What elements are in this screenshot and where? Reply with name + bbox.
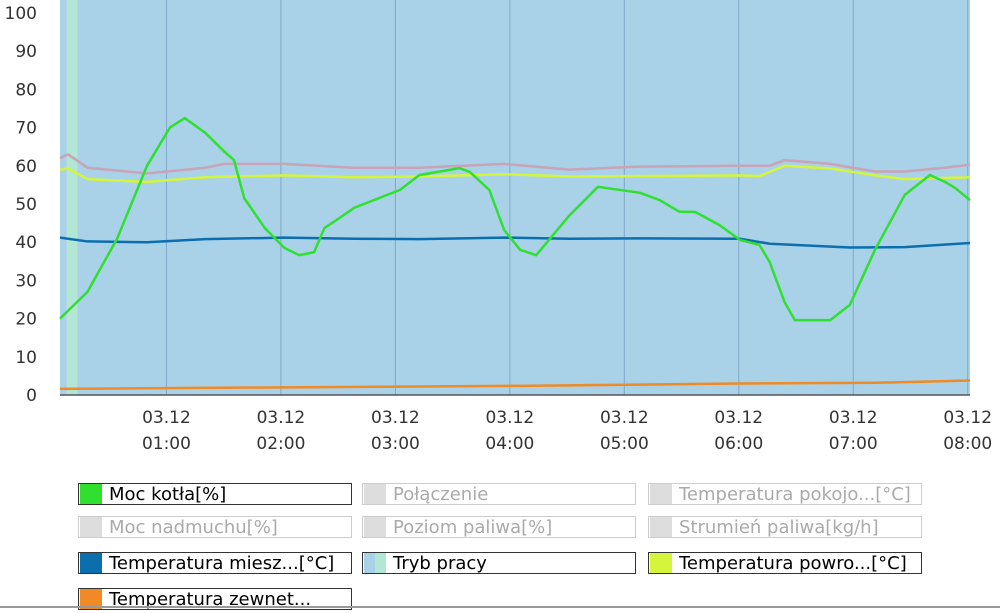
legend-label: Strumień paliwa[kg/h] xyxy=(679,517,879,538)
mode-band xyxy=(60,0,67,395)
mode-band xyxy=(77,0,971,395)
series-line xyxy=(59,164,971,184)
legend-label: Temperatura pokojo...[°C] xyxy=(679,484,911,505)
legend-swatch xyxy=(650,553,672,573)
legend-label: Moc kotła[%] xyxy=(109,484,227,505)
y-tick-label: 80 xyxy=(15,80,37,100)
legend-label: Poziom paliwa[%] xyxy=(393,517,553,538)
legend-item[interactable]: Moc nadmuchu[%] xyxy=(78,516,352,538)
legend-swatch xyxy=(650,517,672,537)
legend-swatch xyxy=(80,553,102,573)
y-tick-label: 40 xyxy=(15,233,37,253)
x-tick-label: 03.12 05:00 xyxy=(599,408,649,454)
legend-item[interactable]: Poziom paliwa[%] xyxy=(362,516,636,538)
legend-item[interactable]: Temperatura pokojo...[°C] xyxy=(648,483,922,505)
legend-item[interactable]: Strumień paliwa[kg/h] xyxy=(648,516,922,538)
x-tick-label: 03.12 01:00 xyxy=(141,408,191,454)
chart: 0 10 20 30 40 50 60 70 80 90 100 xyxy=(5,0,971,406)
mode-band xyxy=(66,0,78,395)
series-line xyxy=(59,379,971,391)
legend-label: Temperatura miesz...[°C] xyxy=(109,553,335,574)
x-tick-label: 03.12 06:00 xyxy=(714,408,764,454)
legend-label: Tryb pracy xyxy=(393,553,487,574)
legend-item[interactable]: Połączenie xyxy=(362,483,636,505)
legend-item[interactable]: Tryb pracy xyxy=(362,552,636,574)
legend-swatch xyxy=(80,589,102,609)
y-tick-label: 10 xyxy=(15,348,37,368)
series-line xyxy=(59,236,971,249)
y-tick-label: 20 xyxy=(15,310,37,330)
legend-label: Połączenie xyxy=(393,484,489,505)
y-tick-label: 90 xyxy=(15,42,37,62)
series-line xyxy=(59,116,971,322)
y-tick-label: 0 xyxy=(26,386,37,406)
legend-swatch xyxy=(364,517,386,537)
legend-swatch xyxy=(650,484,672,504)
legend-swatch xyxy=(364,553,386,573)
legend-item[interactable]: Temperatura zewnet... xyxy=(78,588,352,610)
legend-label: Moc nadmuchu[%] xyxy=(109,517,278,538)
x-tick-label: 03.12 02:00 xyxy=(256,408,306,454)
legend-label: Temperatura powro...[°C] xyxy=(679,553,907,574)
legend-swatch xyxy=(80,517,102,537)
legend-swatch xyxy=(364,484,386,504)
divider xyxy=(0,606,1000,608)
y-tick-label: 60 xyxy=(15,157,37,177)
legend-item[interactable]: Moc kotła[%] xyxy=(78,483,352,505)
legend-item[interactable]: Temperatura miesz...[°C] xyxy=(78,552,352,574)
x-tick-label: 03.12 07:00 xyxy=(828,408,878,454)
series-line xyxy=(59,153,971,175)
y-tick-label: 100 xyxy=(5,4,37,24)
legend-item[interactable]: Temperatura powro...[°C] xyxy=(648,552,922,574)
legend-swatch xyxy=(80,484,102,504)
y-tick-label: 50 xyxy=(15,195,37,215)
y-tick-label: 70 xyxy=(15,119,37,139)
legend-label: Temperatura zewnet... xyxy=(109,589,312,610)
x-tick-label: 03.12 08:00 xyxy=(943,408,993,454)
y-tick-label: 30 xyxy=(15,271,37,291)
x-tick-label: 03.12 04:00 xyxy=(485,408,535,454)
x-tick-label: 03.12 03:00 xyxy=(370,408,420,454)
